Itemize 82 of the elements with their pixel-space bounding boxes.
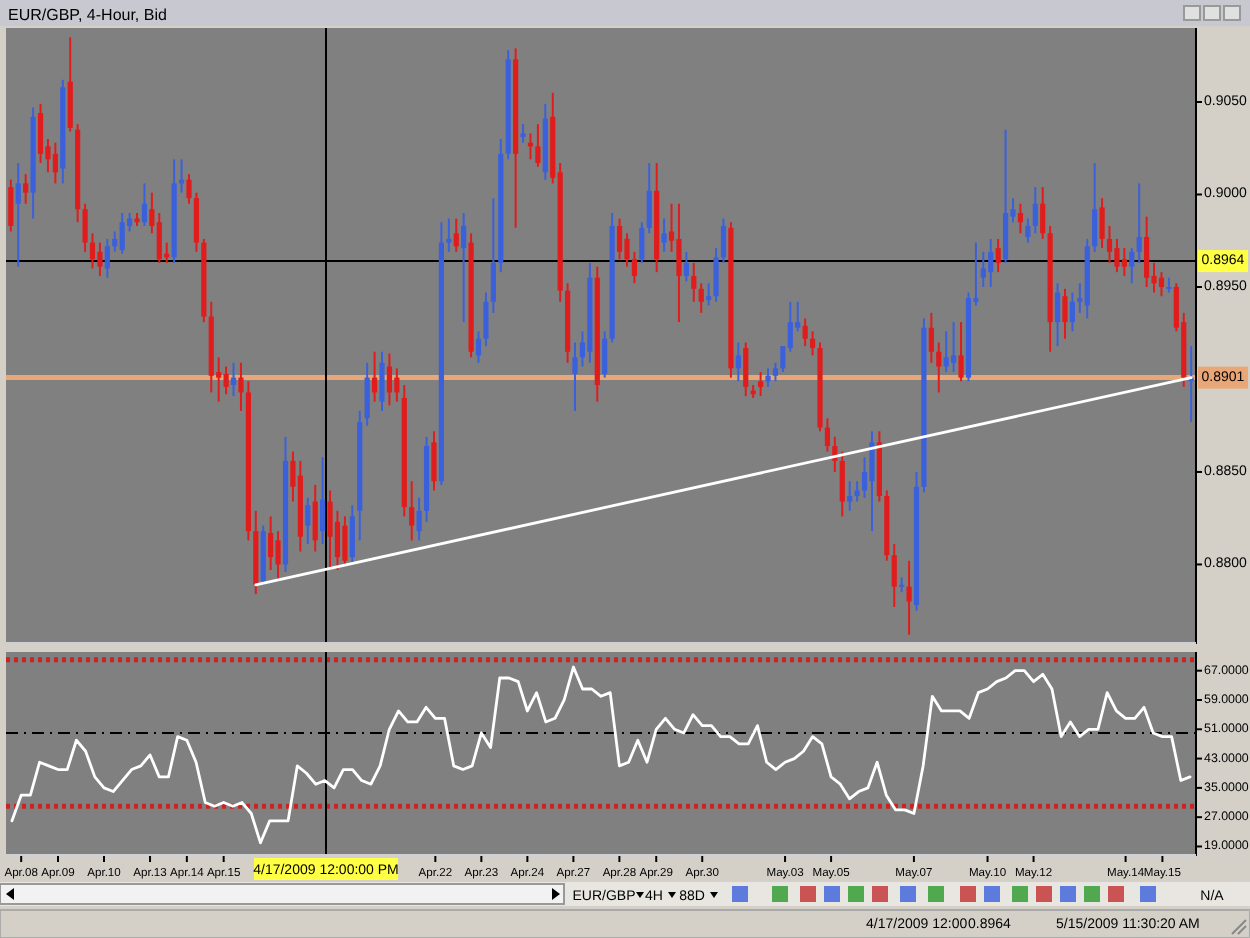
candlestick	[676, 202, 682, 324]
candlestick	[23, 173, 29, 205]
candlestick	[312, 483, 318, 553]
candlestick	[772, 361, 779, 383]
candlestick	[112, 230, 118, 253]
candlestick	[342, 515, 348, 566]
candlestick	[854, 480, 860, 503]
candlestick	[37, 102, 44, 165]
candlestick	[958, 321, 964, 383]
candlestick	[1054, 282, 1061, 348]
candlestick	[305, 496, 311, 546]
candlestick	[223, 365, 229, 396]
candlestick	[928, 311, 934, 364]
candlestick	[995, 237, 1001, 274]
candlestick	[431, 430, 437, 492]
candlestick	[943, 330, 949, 374]
candlestick	[891, 543, 897, 608]
candlestick	[461, 211, 467, 324]
candlestick	[639, 221, 645, 264]
candlestick	[520, 123, 526, 144]
candlestick	[327, 489, 333, 572]
candlestick	[602, 330, 608, 379]
candlestick	[1121, 247, 1127, 277]
candlestick	[334, 509, 341, 572]
candlestick	[683, 250, 689, 283]
candlestick	[535, 123, 541, 168]
candlestick	[52, 141, 58, 185]
candlestick	[1040, 186, 1046, 240]
candlestick	[735, 341, 741, 383]
candlestick	[951, 321, 957, 374]
candlestick	[1144, 215, 1150, 288]
candlestick	[1025, 217, 1031, 244]
candlestick	[988, 237, 994, 288]
candlestick	[616, 217, 623, 261]
candlestick	[453, 217, 459, 253]
candlestick	[1002, 128, 1009, 264]
candlestick	[67, 36, 73, 133]
candlestick	[1017, 202, 1024, 235]
candlestick	[906, 559, 912, 636]
candlestick	[409, 480, 415, 542]
candlestick	[743, 341, 749, 398]
candlestick	[1062, 287, 1068, 340]
candlestick	[320, 456, 326, 546]
candlestick	[379, 350, 385, 412]
candlestick	[104, 237, 110, 279]
candlestick	[141, 182, 148, 227]
chart-title: EUR/GBP, 4-Hour, Bid	[8, 6, 167, 24]
candlestick	[119, 211, 125, 255]
candlestick	[980, 250, 986, 288]
candlestick	[416, 496, 422, 542]
candlestick	[758, 371, 764, 398]
candlestick	[268, 515, 274, 572]
candlestick	[847, 480, 853, 512]
candlestick	[97, 241, 103, 277]
candlestick	[1129, 247, 1135, 285]
candlestick	[869, 430, 875, 533]
candlestick	[698, 282, 704, 314]
candlestick	[1032, 186, 1038, 235]
candlestick	[691, 261, 697, 303]
candlestick	[646, 162, 652, 235]
candlestick	[839, 450, 845, 518]
candlestick	[364, 361, 370, 427]
candlestick	[230, 361, 237, 398]
candlestick	[446, 217, 452, 253]
candlestick	[15, 162, 21, 268]
candlestick	[1106, 224, 1113, 264]
candlestick	[386, 352, 393, 407]
line-series	[10, 665, 1192, 845]
candlestick	[765, 367, 771, 388]
candlestick	[349, 504, 355, 566]
candlestick	[1092, 162, 1098, 253]
candlestick	[394, 367, 400, 403]
candlestick	[661, 217, 667, 253]
candlestick	[8, 178, 14, 233]
candlestick	[802, 317, 808, 348]
candlestick	[1136, 182, 1142, 264]
candlestick	[1158, 271, 1165, 298]
candlestick	[371, 350, 378, 403]
candlestick	[1099, 197, 1105, 250]
candlestick	[156, 211, 162, 264]
candlestick	[936, 341, 942, 394]
candlestick	[1069, 291, 1075, 333]
